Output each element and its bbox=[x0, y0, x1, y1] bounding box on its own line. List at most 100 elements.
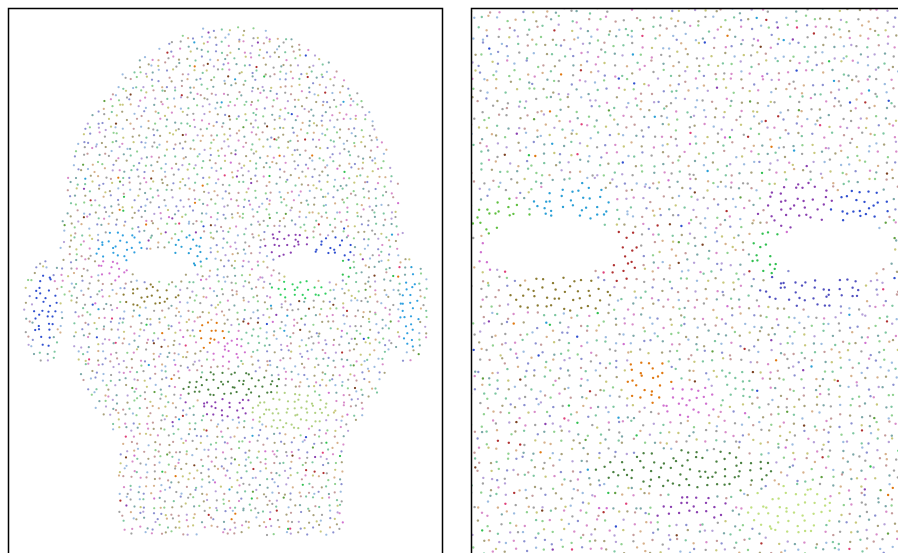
point bbox=[318, 83, 321, 86]
point bbox=[311, 446, 314, 449]
point bbox=[895, 293, 898, 296]
point bbox=[60, 311, 63, 314]
point bbox=[705, 297, 708, 300]
point bbox=[145, 485, 148, 488]
point bbox=[641, 151, 644, 154]
point bbox=[182, 157, 185, 160]
point bbox=[525, 369, 528, 373]
point bbox=[873, 104, 876, 108]
point bbox=[301, 293, 304, 296]
point bbox=[283, 225, 286, 228]
point bbox=[129, 510, 132, 514]
point bbox=[252, 215, 255, 218]
point bbox=[710, 359, 714, 362]
point bbox=[117, 474, 121, 477]
point bbox=[193, 197, 197, 201]
point bbox=[206, 183, 209, 186]
point bbox=[759, 289, 762, 292]
point bbox=[244, 280, 247, 283]
point bbox=[833, 57, 836, 60]
point bbox=[138, 334, 141, 338]
point bbox=[101, 379, 104, 382]
point bbox=[535, 97, 538, 101]
point bbox=[416, 299, 419, 302]
point bbox=[861, 313, 864, 316]
point bbox=[333, 297, 336, 300]
point bbox=[596, 131, 600, 134]
point bbox=[237, 204, 240, 207]
point bbox=[38, 286, 41, 289]
point bbox=[887, 369, 890, 372]
point bbox=[518, 149, 522, 152]
point bbox=[158, 523, 161, 526]
point bbox=[299, 434, 302, 437]
point bbox=[579, 324, 583, 328]
point bbox=[297, 520, 300, 523]
point bbox=[339, 91, 342, 94]
point bbox=[576, 290, 580, 293]
point bbox=[223, 82, 227, 85]
point bbox=[287, 234, 290, 237]
point bbox=[777, 78, 781, 82]
point bbox=[731, 314, 734, 317]
point bbox=[376, 300, 379, 303]
point bbox=[594, 269, 597, 273]
point bbox=[265, 184, 268, 187]
point bbox=[174, 296, 177, 299]
point bbox=[130, 358, 133, 361]
point bbox=[276, 385, 279, 388]
point bbox=[216, 435, 219, 438]
point bbox=[756, 212, 760, 216]
point bbox=[677, 159, 680, 162]
point bbox=[603, 74, 606, 77]
point bbox=[164, 514, 167, 517]
point bbox=[706, 180, 710, 183]
point bbox=[571, 190, 574, 193]
point bbox=[345, 423, 348, 426]
point bbox=[262, 42, 265, 45]
point bbox=[131, 460, 134, 463]
point bbox=[200, 220, 203, 223]
point bbox=[714, 277, 717, 280]
point bbox=[261, 385, 264, 388]
point bbox=[283, 118, 286, 121]
point bbox=[125, 96, 129, 99]
point bbox=[230, 152, 233, 155]
point bbox=[725, 164, 729, 168]
point bbox=[693, 317, 696, 320]
point bbox=[289, 335, 292, 339]
point bbox=[143, 229, 146, 232]
point bbox=[715, 10, 718, 13]
point bbox=[687, 269, 690, 272]
point bbox=[223, 159, 227, 162]
point bbox=[553, 297, 556, 300]
point bbox=[561, 188, 564, 191]
point bbox=[762, 209, 765, 212]
point bbox=[476, 216, 479, 219]
point bbox=[699, 270, 702, 274]
point bbox=[732, 281, 735, 284]
point bbox=[506, 367, 509, 371]
point bbox=[123, 337, 126, 340]
point bbox=[404, 325, 408, 328]
point bbox=[244, 55, 247, 58]
point bbox=[291, 283, 294, 286]
point bbox=[321, 114, 324, 117]
point bbox=[477, 208, 481, 211]
point bbox=[212, 373, 215, 376]
point bbox=[152, 352, 155, 355]
point bbox=[149, 377, 152, 380]
point bbox=[174, 285, 177, 288]
point bbox=[698, 70, 701, 73]
point bbox=[342, 100, 345, 103]
point bbox=[793, 330, 796, 334]
point bbox=[210, 78, 213, 82]
point bbox=[868, 75, 871, 78]
point bbox=[118, 426, 121, 429]
point bbox=[252, 328, 255, 331]
point bbox=[782, 55, 785, 58]
point bbox=[660, 351, 664, 354]
point bbox=[819, 392, 822, 396]
point bbox=[297, 427, 300, 430]
point bbox=[802, 84, 805, 87]
